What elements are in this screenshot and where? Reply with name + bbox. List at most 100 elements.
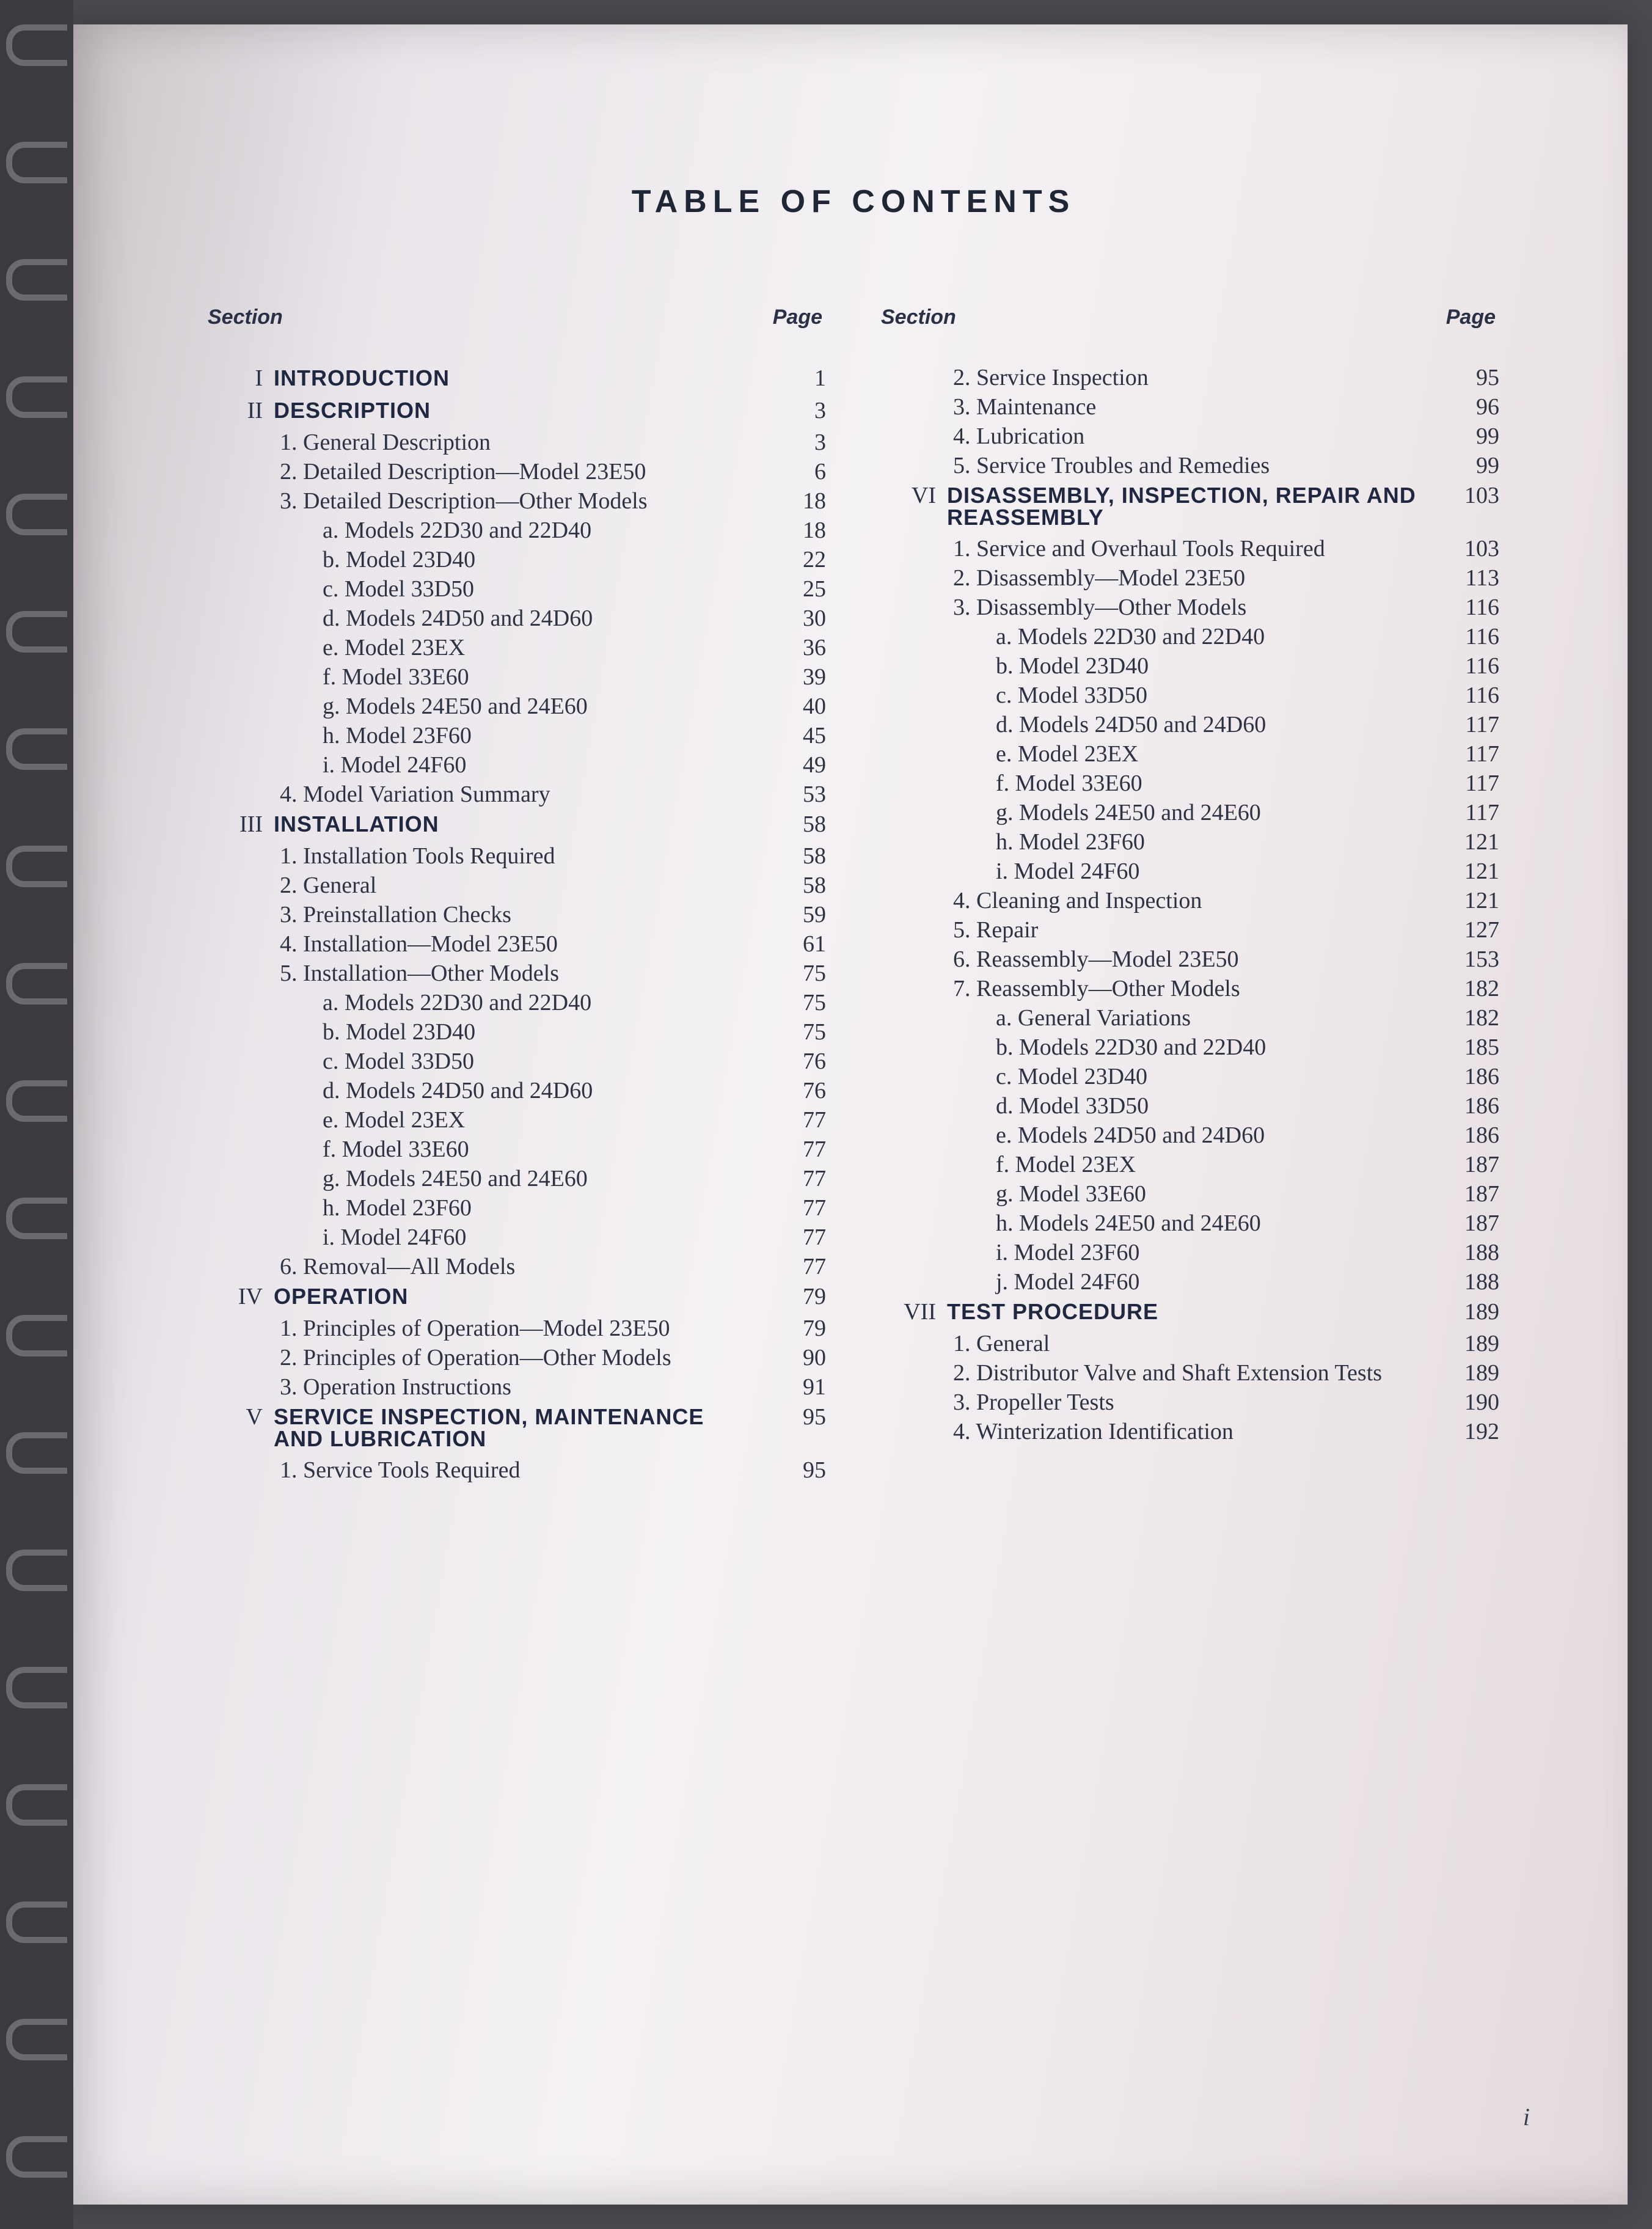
toc-item-row: 3. Preinstallation Checks59 — [208, 903, 826, 926]
item-label: 2. Distributor Valve and Shaft Extension… — [881, 1361, 1438, 1385]
toc-item-row: g. Models 24E50 and 24E6077 — [208, 1167, 826, 1190]
spiral-ring — [6, 376, 67, 418]
toc-item-row: 4. Installation—Model 23E5061 — [208, 932, 826, 956]
toc-item-row: b. Models 22D30 and 22D40185 — [881, 1036, 1499, 1059]
item-page: 95 — [1438, 366, 1499, 389]
item-page: 40 — [765, 695, 826, 718]
item-label: a. General Variations — [881, 1006, 1438, 1030]
item-page: 75 — [765, 991, 826, 1014]
item-page: 188 — [1438, 1241, 1499, 1264]
section-label: DISASSEMBLY, INSPECTION, REPAIR AND REAS… — [947, 483, 1438, 529]
toc-item-row: a. Models 22D30 and 22D40116 — [881, 625, 1499, 648]
item-page: 53 — [765, 783, 826, 806]
column-header: Section Page — [881, 306, 1499, 329]
header-page-label: Page — [773, 306, 822, 329]
item-page: 96 — [1438, 395, 1499, 419]
item-page: 3 — [765, 431, 826, 454]
toc-column-right: Section Page 2. Service Inspection953. M… — [881, 306, 1499, 1482]
item-label: a. Models 22D30 and 22D40 — [208, 519, 765, 542]
item-label: 3. Operation Instructions — [208, 1375, 765, 1399]
item-page: 77 — [765, 1167, 826, 1190]
item-page: 22 — [765, 548, 826, 571]
toc-item-row: h. Model 23F6045 — [208, 724, 826, 747]
item-page: 121 — [1438, 889, 1499, 912]
toc-item-row: 3. Detailed Description—Other Models18 — [208, 489, 826, 513]
spiral-ring — [6, 24, 67, 66]
section-page: 1 — [765, 367, 826, 390]
spiral-ring — [6, 728, 67, 770]
toc-item-row: e. Models 24D50 and 24D60186 — [881, 1124, 1499, 1147]
item-page: 127 — [1438, 918, 1499, 942]
item-label: 4. Cleaning and Inspection — [881, 889, 1438, 912]
item-label: 6. Removal—All Models — [208, 1255, 765, 1278]
item-page: 58 — [765, 874, 826, 897]
item-label: 1. Service Tools Required — [208, 1459, 765, 1482]
item-page: 189 — [1438, 1361, 1499, 1385]
item-label: 1. Installation Tools Required — [208, 844, 765, 868]
toc-item-row: 1. Service Tools Required95 — [208, 1459, 826, 1482]
toc-item-row: 6. Reassembly—Model 23E50153 — [881, 948, 1499, 971]
toc-item-row: 2. Detailed Description—Model 23E506 — [208, 460, 826, 483]
toc-item-row: 3. Operation Instructions91 — [208, 1375, 826, 1399]
item-page: 58 — [765, 844, 826, 868]
toc-item-row: 3. Disassembly—Other Models116 — [881, 596, 1499, 619]
item-page: 79 — [765, 1317, 826, 1340]
spiral-ring — [6, 1432, 67, 1474]
item-page: 95 — [765, 1459, 826, 1482]
toc-section-row: VIITEST PROCEDURE189 — [881, 1300, 1499, 1323]
item-page: 77 — [765, 1255, 826, 1278]
item-label: 4. Model Variation Summary — [208, 783, 765, 806]
toc-item-row: d. Models 24D50 and 24D6076 — [208, 1079, 826, 1102]
item-label: c. Model 33D50 — [208, 1050, 765, 1073]
page-folio: i — [1523, 2103, 1530, 2131]
item-page: 77 — [765, 1226, 826, 1249]
section-label: INSTALLATION — [274, 812, 765, 835]
toc-item-row: 4. Winterization Identification192 — [881, 1420, 1499, 1443]
item-page: 39 — [765, 665, 826, 689]
toc-section-row: VSERVICE INSPECTION, MAINTENANCE AND LUB… — [208, 1405, 826, 1450]
item-label: d. Models 24D50 and 24D60 — [881, 713, 1438, 736]
item-label: b. Model 23D40 — [208, 1020, 765, 1044]
item-label: a. Models 22D30 and 22D40 — [208, 991, 765, 1014]
item-label: h. Model 23F60 — [881, 830, 1438, 854]
spiral-ring — [6, 1550, 67, 1591]
item-page: 153 — [1438, 948, 1499, 971]
item-label: h. Model 23F60 — [208, 1196, 765, 1220]
toc-item-row: f. Model 33E60117 — [881, 772, 1499, 795]
item-label: 2. Detailed Description—Model 23E50 — [208, 460, 765, 483]
item-page: 59 — [765, 903, 826, 926]
item-page: 99 — [1438, 454, 1499, 477]
item-label: 2. Service Inspection — [881, 366, 1438, 389]
spiral-ring — [6, 259, 67, 301]
toc-item-row: b. Model 23D4022 — [208, 548, 826, 571]
spiral-ring — [6, 846, 67, 887]
item-page: 117 — [1438, 801, 1499, 824]
item-page: 75 — [765, 1020, 826, 1044]
item-label: c. Model 33D50 — [208, 577, 765, 601]
toc-item-row: d. Model 33D50186 — [881, 1094, 1499, 1118]
toc-column-left: Section Page IINTRODUCTION1IIDESCRIPTION… — [208, 306, 826, 1482]
item-page: 187 — [1438, 1182, 1499, 1206]
spiral-ring — [6, 1667, 67, 1708]
section-roman: V — [208, 1405, 274, 1429]
toc-section-row: VIDISASSEMBLY, INSPECTION, REPAIR AND RE… — [881, 483, 1499, 529]
item-label: e. Models 24D50 and 24D60 — [881, 1124, 1438, 1147]
toc-item-row: j. Model 24F60188 — [881, 1270, 1499, 1294]
toc-item-row: 1. Installation Tools Required58 — [208, 844, 826, 868]
toc-item-row: 4. Cleaning and Inspection121 — [881, 889, 1499, 912]
toc-item-row: 2. Distributor Valve and Shaft Extension… — [881, 1361, 1499, 1385]
toc-item-row: d. Models 24D50 and 24D6030 — [208, 607, 826, 630]
item-page: 75 — [765, 962, 826, 985]
toc-item-row: 5. Installation—Other Models75 — [208, 962, 826, 985]
item-label: c. Model 23D40 — [881, 1065, 1438, 1088]
toc-item-row: 4. Model Variation Summary53 — [208, 783, 826, 806]
toc-item-row: d. Models 24D50 and 24D60117 — [881, 713, 1499, 736]
spiral-ring — [6, 1198, 67, 1239]
item-page: 76 — [765, 1079, 826, 1102]
section-roman: VII — [881, 1300, 947, 1323]
item-page: 6 — [765, 460, 826, 483]
spiral-ring — [6, 1901, 67, 1943]
item-label: i. Model 24F60 — [208, 1226, 765, 1249]
section-label: SERVICE INSPECTION, MAINTENANCE AND LUBR… — [274, 1405, 765, 1450]
section-roman: II — [208, 399, 274, 422]
